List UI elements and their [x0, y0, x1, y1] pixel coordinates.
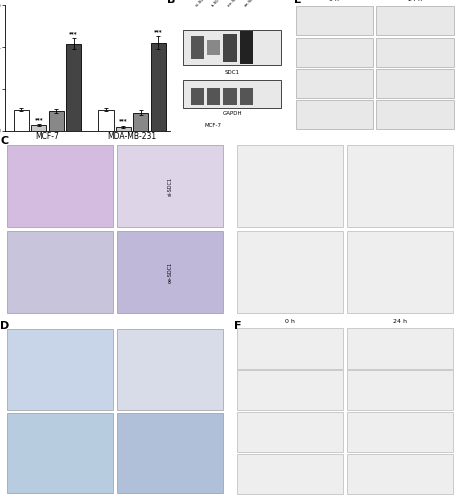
Bar: [7, 144, 112, 228]
Text: MCF-7: MCF-7: [204, 123, 221, 128]
Bar: [207, 88, 220, 106]
Bar: [347, 231, 452, 314]
Bar: [375, 100, 453, 130]
Text: D: D: [0, 321, 10, 331]
Text: C: C: [0, 136, 8, 146]
Bar: [117, 413, 223, 494]
Text: oe-SDC1 control: oe-SDC1 control: [227, 0, 253, 8]
Bar: [183, 30, 280, 66]
Text: 24 h: 24 h: [392, 319, 406, 324]
Text: oe-SDC1: oe-SDC1: [168, 262, 173, 282]
Text: ***: ***: [154, 29, 162, 34]
Bar: [347, 328, 452, 368]
Text: ***: ***: [34, 117, 43, 122]
Bar: [375, 6, 453, 35]
Bar: [295, 38, 372, 66]
Bar: [117, 144, 223, 228]
Bar: [49, 110, 64, 130]
Bar: [183, 80, 280, 108]
Text: si-SDC1 control: si-SDC1 control: [194, 0, 219, 8]
Text: oe-SDC1: oe-SDC1: [243, 0, 258, 8]
Bar: [236, 370, 342, 410]
Text: E: E: [293, 0, 301, 5]
Bar: [116, 127, 131, 130]
Bar: [375, 38, 453, 66]
Bar: [236, 144, 342, 228]
Bar: [98, 110, 113, 130]
Bar: [31, 126, 46, 130]
Bar: [14, 110, 29, 130]
Text: ***: ***: [69, 31, 78, 36]
Bar: [347, 370, 452, 410]
Text: si-SDC1: si-SDC1: [168, 176, 173, 196]
Bar: [150, 42, 166, 130]
Text: si-SDC1: si-SDC1: [458, 42, 459, 62]
Text: F: F: [234, 321, 241, 331]
Text: oe-SDC1 control: oe-SDC1 control: [458, 64, 459, 104]
Bar: [236, 328, 342, 368]
Bar: [347, 412, 452, 453]
Text: si-SDC1 control: si-SDC1 control: [458, 2, 459, 40]
Bar: [133, 113, 148, 130]
Text: GAPDH: GAPDH: [222, 110, 241, 116]
Text: ***: ***: [119, 118, 128, 124]
Text: oe-SDC1: oe-SDC1: [458, 104, 459, 126]
Bar: [207, 40, 220, 55]
Bar: [7, 329, 112, 409]
Bar: [347, 454, 452, 494]
Bar: [236, 231, 342, 314]
Bar: [295, 69, 372, 98]
Bar: [375, 69, 453, 98]
Bar: [295, 100, 372, 130]
Bar: [223, 34, 236, 62]
Bar: [223, 88, 236, 106]
Text: 0 h: 0 h: [284, 319, 294, 324]
Bar: [117, 329, 223, 409]
Bar: [7, 231, 112, 314]
Text: 24 h: 24 h: [407, 0, 421, 2]
Bar: [190, 88, 203, 106]
Bar: [117, 231, 223, 314]
Bar: [239, 32, 252, 64]
Text: 0 h: 0 h: [329, 0, 339, 2]
Text: SDC1: SDC1: [224, 70, 239, 76]
Text: si-SDC1: si-SDC1: [210, 0, 224, 8]
Bar: [236, 412, 342, 453]
Bar: [295, 6, 372, 35]
Text: B: B: [166, 0, 175, 5]
Bar: [239, 88, 252, 106]
Bar: [190, 36, 203, 59]
Bar: [7, 413, 112, 494]
Bar: [66, 44, 81, 130]
Bar: [347, 144, 452, 228]
Bar: [236, 454, 342, 494]
